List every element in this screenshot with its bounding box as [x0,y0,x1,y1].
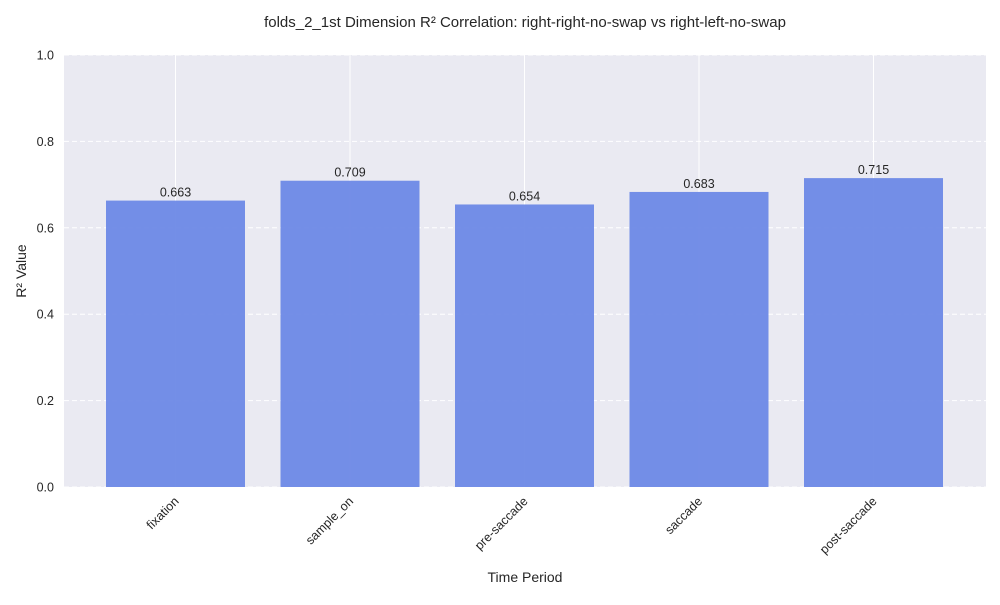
x-axis-label: Time Period [488,569,563,585]
y-tick-label: 0.2 [37,394,54,408]
x-tick-label: saccade [662,494,705,537]
y-tick-label: 0.4 [37,308,54,322]
value-label: 0.683 [683,177,714,191]
x-tick-labels: fixation sample_on pre-saccade saccade post-… [144,494,880,557]
y-tick-label: 0.0 [37,481,54,495]
bar-saccade [629,191,769,487]
value-label: 0.709 [334,166,365,180]
x-tick-label: pre-saccade [472,494,531,553]
bars [106,178,943,488]
y-tick-labels: 0.0 0.2 0.4 0.6 0.8 1.0 [37,49,54,495]
x-tick-label: sample_on [303,494,356,547]
value-labels: 0.663 0.709 0.654 0.683 0.715 [160,163,889,203]
x-tick-label: post-saccade [817,494,880,557]
y-tick-label: 0.8 [37,135,54,149]
value-label: 0.654 [509,189,540,203]
value-label: 0.663 [160,186,191,200]
value-label: 0.715 [858,163,889,177]
y-axis-label: R² Value [13,244,29,298]
bar-sample_on [280,180,420,487]
x-tick-label: fixation [144,494,182,532]
chart-title: folds_2_1st Dimension R² Correlation: ri… [264,14,786,31]
bar-post-saccade [804,178,943,487]
y-tick-label: 0.6 [37,221,54,235]
bar-fixation [106,200,245,488]
y-tick-label: 1.0 [37,49,54,63]
bar-pre-saccade [455,204,594,488]
